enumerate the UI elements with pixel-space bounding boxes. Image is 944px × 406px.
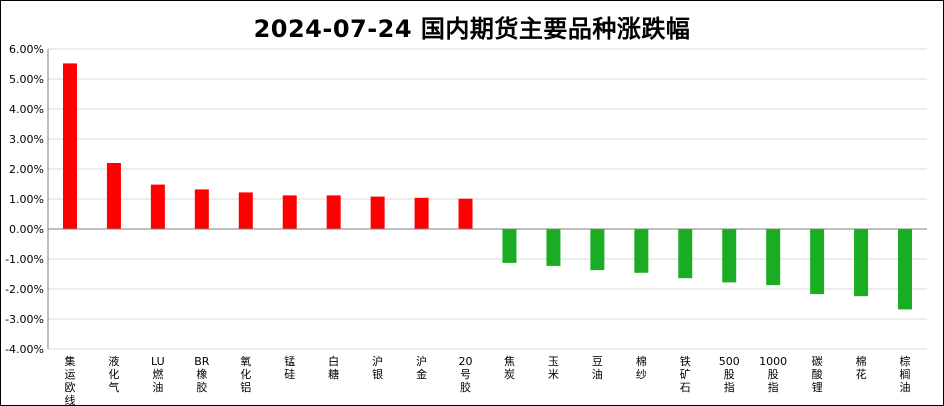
bar	[546, 229, 561, 266]
x-tick-label: 白糖	[328, 354, 339, 381]
x-tick-label: BR 橡胶	[194, 355, 210, 394]
y-tick-label: 4.00%	[9, 103, 44, 116]
x-tick-label: 集运欧线	[64, 354, 75, 405]
y-tick-label: -1.00%	[5, 253, 44, 266]
x-tick-label: 1000 股指	[759, 355, 787, 394]
x-tick-label: 锰硅	[284, 354, 295, 381]
bar	[414, 197, 429, 229]
x-tick-label: 氧化铝	[240, 354, 251, 394]
bar	[810, 229, 825, 295]
bar	[678, 229, 693, 279]
x-tick-label: 铁矿石	[680, 355, 691, 394]
bar	[326, 195, 341, 229]
chart-title: 2024-07-24 国内期货主要品种涨跌幅	[253, 15, 691, 43]
bar	[766, 229, 781, 286]
x-tick-label: 沪金	[416, 354, 427, 381]
x-tick-label: 20 号胶	[459, 355, 473, 394]
y-tick-label: -4.00%	[5, 343, 44, 356]
x-tick-label: LU 燃油	[151, 355, 165, 394]
bar	[722, 229, 737, 283]
bar	[370, 196, 385, 229]
y-tick-label: 3.00%	[9, 133, 44, 146]
bar	[854, 229, 869, 297]
bar	[62, 63, 77, 230]
y-tick-label: 0.00%	[9, 223, 44, 236]
y-tick-label: 2.00%	[9, 163, 44, 176]
x-tick-label: 焦炭	[504, 355, 515, 381]
y-tick-label: 6.00%	[9, 43, 44, 56]
bar	[150, 184, 165, 229]
x-tick-label: 沪银	[372, 354, 383, 381]
bar	[502, 229, 517, 263]
x-tick-label: 玉米	[548, 355, 559, 381]
x-tick-label: 棉纱	[636, 354, 647, 381]
x-tick-label: 棕榈油	[900, 354, 911, 394]
y-tick-label: 1.00%	[9, 193, 44, 206]
bar	[106, 163, 121, 229]
x-tick-label: 液化气	[108, 354, 119, 394]
x-tick-label: 棉花	[856, 354, 867, 381]
bar	[458, 198, 473, 229]
bar	[282, 195, 297, 229]
y-tick-label: -3.00%	[5, 313, 44, 326]
x-tick-label: 豆油	[592, 355, 603, 381]
bar	[194, 189, 209, 229]
x-tick-label: 碳酸锂	[812, 354, 823, 394]
x-tick-label: 500 股指	[719, 355, 740, 394]
bar	[634, 229, 649, 273]
bar	[590, 229, 605, 271]
bar	[898, 229, 913, 310]
y-tick-label: -2.00%	[5, 283, 44, 296]
bar	[238, 192, 253, 229]
y-tick-label: 5.00%	[9, 73, 44, 86]
